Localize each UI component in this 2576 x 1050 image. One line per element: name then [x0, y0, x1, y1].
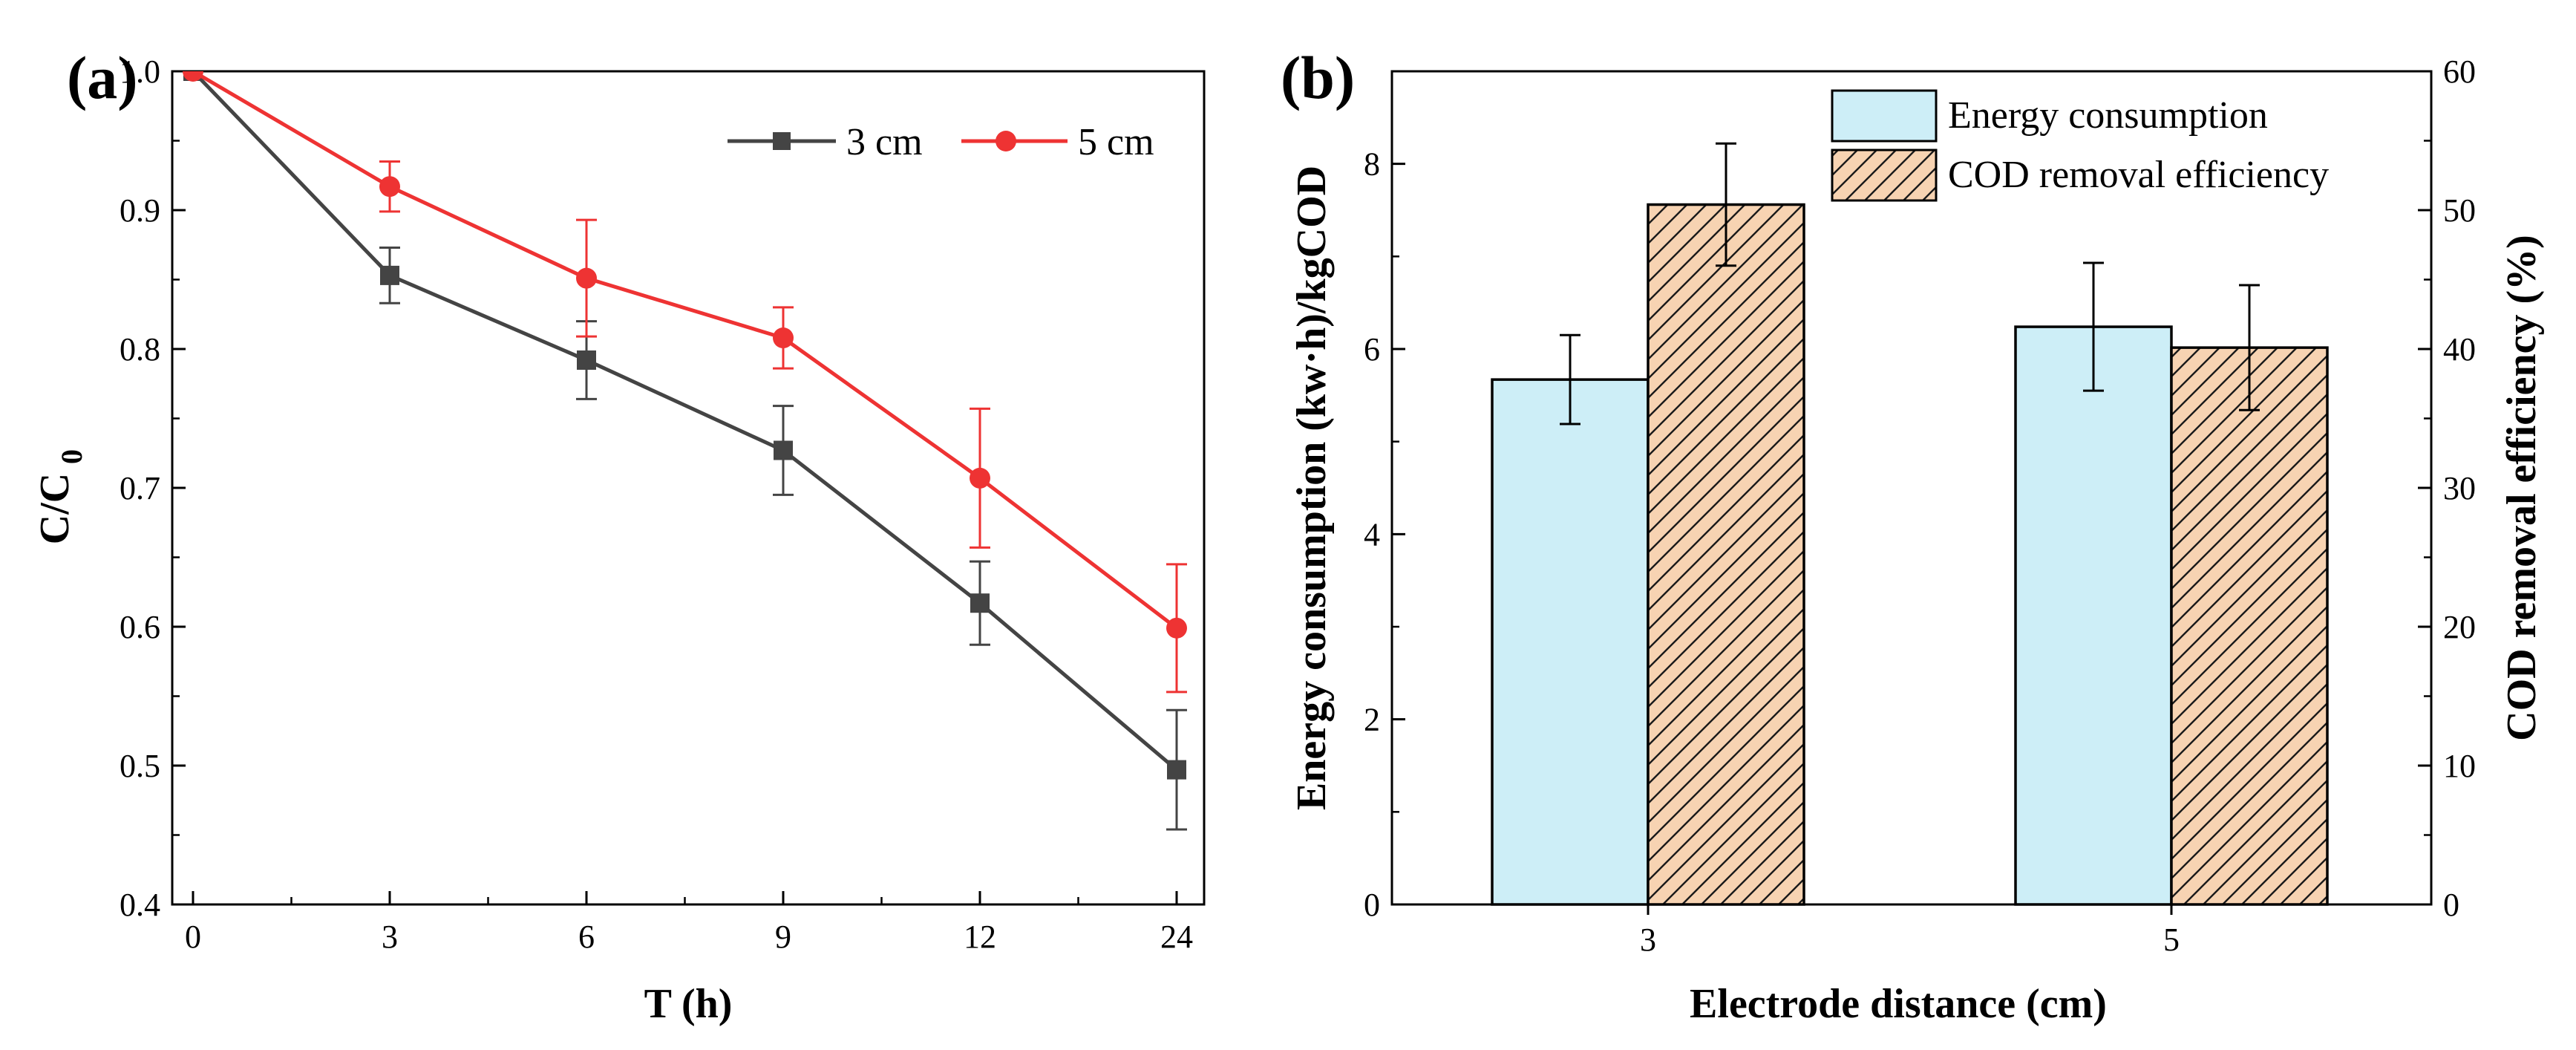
legend-label-energy: Energy consumption	[1948, 94, 2268, 137]
data-point-5cm	[576, 267, 597, 289]
right-y-tick-label: 0	[2443, 887, 2459, 923]
chart-b-bars	[1491, 142, 2329, 906]
y-tick-label: 0.6	[120, 609, 160, 645]
chart-a: (a) 0.40.50.60.70.80.91.00 3 6 9 12 24 T (h) …	[32, 44, 1206, 1027]
y-tick-label: 0.8	[120, 331, 160, 368]
left-y-tick-label: 2	[1364, 702, 1380, 738]
legend-marker-3cm	[773, 132, 791, 150]
left-y-tick-label: 0	[1364, 887, 1380, 923]
y-tick-label: 1.0	[120, 53, 160, 90]
legend-swatch-cod	[1831, 149, 1938, 202]
data-point-3cm	[970, 593, 990, 613]
legend-item-5cm: 5 cm	[961, 121, 1154, 163]
chart-a-frame	[171, 70, 1206, 906]
chart-a-y-label-sub: 0	[55, 449, 88, 464]
right-y-tick-label: 30	[2443, 470, 2476, 506]
left-y-tick-label: 8	[1364, 146, 1380, 183]
bar-cod-3	[1647, 203, 1805, 906]
legend-item-energy: Energy consumption	[1831, 89, 2268, 143]
data-point-5cm	[773, 327, 794, 349]
chart-b-right-axis-label: COD removal efficiency (%)	[2499, 235, 2545, 741]
series-line-5cm	[192, 71, 1178, 630]
series-line-3cm	[192, 71, 1178, 772]
right-y-tick-label: 10	[2443, 748, 2476, 784]
panel-label-a: (a)	[67, 44, 138, 111]
chart-a-series	[183, 71, 1187, 831]
legend-label-3cm: 3 cm	[846, 121, 923, 163]
bar-cod-5	[2170, 346, 2329, 906]
x-tick-label: 12	[964, 919, 996, 955]
x-tick-label: 6	[578, 919, 595, 955]
chart-a-x-axis-label: T (h)	[644, 981, 733, 1027]
x-tick-label: 24	[1160, 919, 1193, 955]
legend-label-cod: COD removal efficiency	[1948, 154, 2329, 196]
bar-energy-3	[1491, 378, 1650, 906]
x-tick-label: 3	[1640, 922, 1656, 958]
legend-swatch-energy	[1831, 89, 1938, 143]
data-point-5cm	[183, 71, 203, 82]
bar-energy-5	[2014, 325, 2173, 906]
chart-a-y-axis-label: C/C 0	[32, 449, 88, 544]
legend-marker-5cm	[996, 131, 1016, 151]
y-tick-label: 0.9	[120, 192, 160, 229]
panel-label-b: (b)	[1281, 44, 1355, 111]
right-y-tick-label: 50	[2443, 192, 2476, 229]
data-point-3cm	[774, 440, 793, 460]
right-y-tick-label: 60	[2443, 53, 2476, 90]
data-point-3cm	[577, 350, 596, 370]
data-point-3cm	[380, 265, 399, 285]
legend-item-3cm: 3 cm	[728, 121, 923, 163]
chart-a-y-label-main: C/C	[32, 473, 78, 544]
x-tick-label: 0	[185, 919, 201, 955]
chart-b-legend: Energy consumption COD removal efficienc…	[1831, 89, 2329, 202]
right-y-tick-label: 40	[2443, 331, 2476, 368]
left-y-tick-label: 6	[1364, 331, 1380, 368]
y-tick-label: 0.5	[120, 748, 160, 784]
chart-b-left-axis-label: Energy consumption (kw·h)/kgCOD	[1289, 166, 1335, 810]
right-y-tick-label: 20	[2443, 609, 2476, 645]
x-tick-label: 5	[2163, 922, 2180, 958]
chart-a-axes: 0.4 0.5 0.6 0.7 0.8 0.9 1.0 0 3 6 9 12 24	[120, 53, 1206, 955]
data-point-5cm	[379, 176, 400, 198]
legend-item-cod: COD removal efficiency	[1831, 149, 2329, 202]
chart-b-axes: 0 2 4 6 8 0 10 20 30 40 50 60 3 5	[1364, 53, 2476, 958]
legend-label-5cm: 5 cm	[1078, 121, 1154, 163]
data-point-5cm	[1166, 617, 1187, 639]
data-point-3cm	[1167, 760, 1186, 780]
x-tick-label: 3	[382, 919, 398, 955]
x-tick-label: 9	[775, 919, 791, 955]
data-point-5cm	[970, 467, 990, 489]
chart-a-legend: 3 cm 5 cm	[728, 121, 1154, 163]
chart-b-x-axis-label: Electrode distance (cm)	[1690, 981, 2107, 1027]
y-tick-label: 0.7	[120, 470, 160, 506]
chart-b: (b) 0 2 4 6 8 0 10 20 30 40 50 60 3 5 Electrode dista…	[1281, 44, 2545, 1027]
y-tick-label: 0.4	[120, 887, 160, 923]
left-y-tick-label: 4	[1364, 516, 1380, 552]
